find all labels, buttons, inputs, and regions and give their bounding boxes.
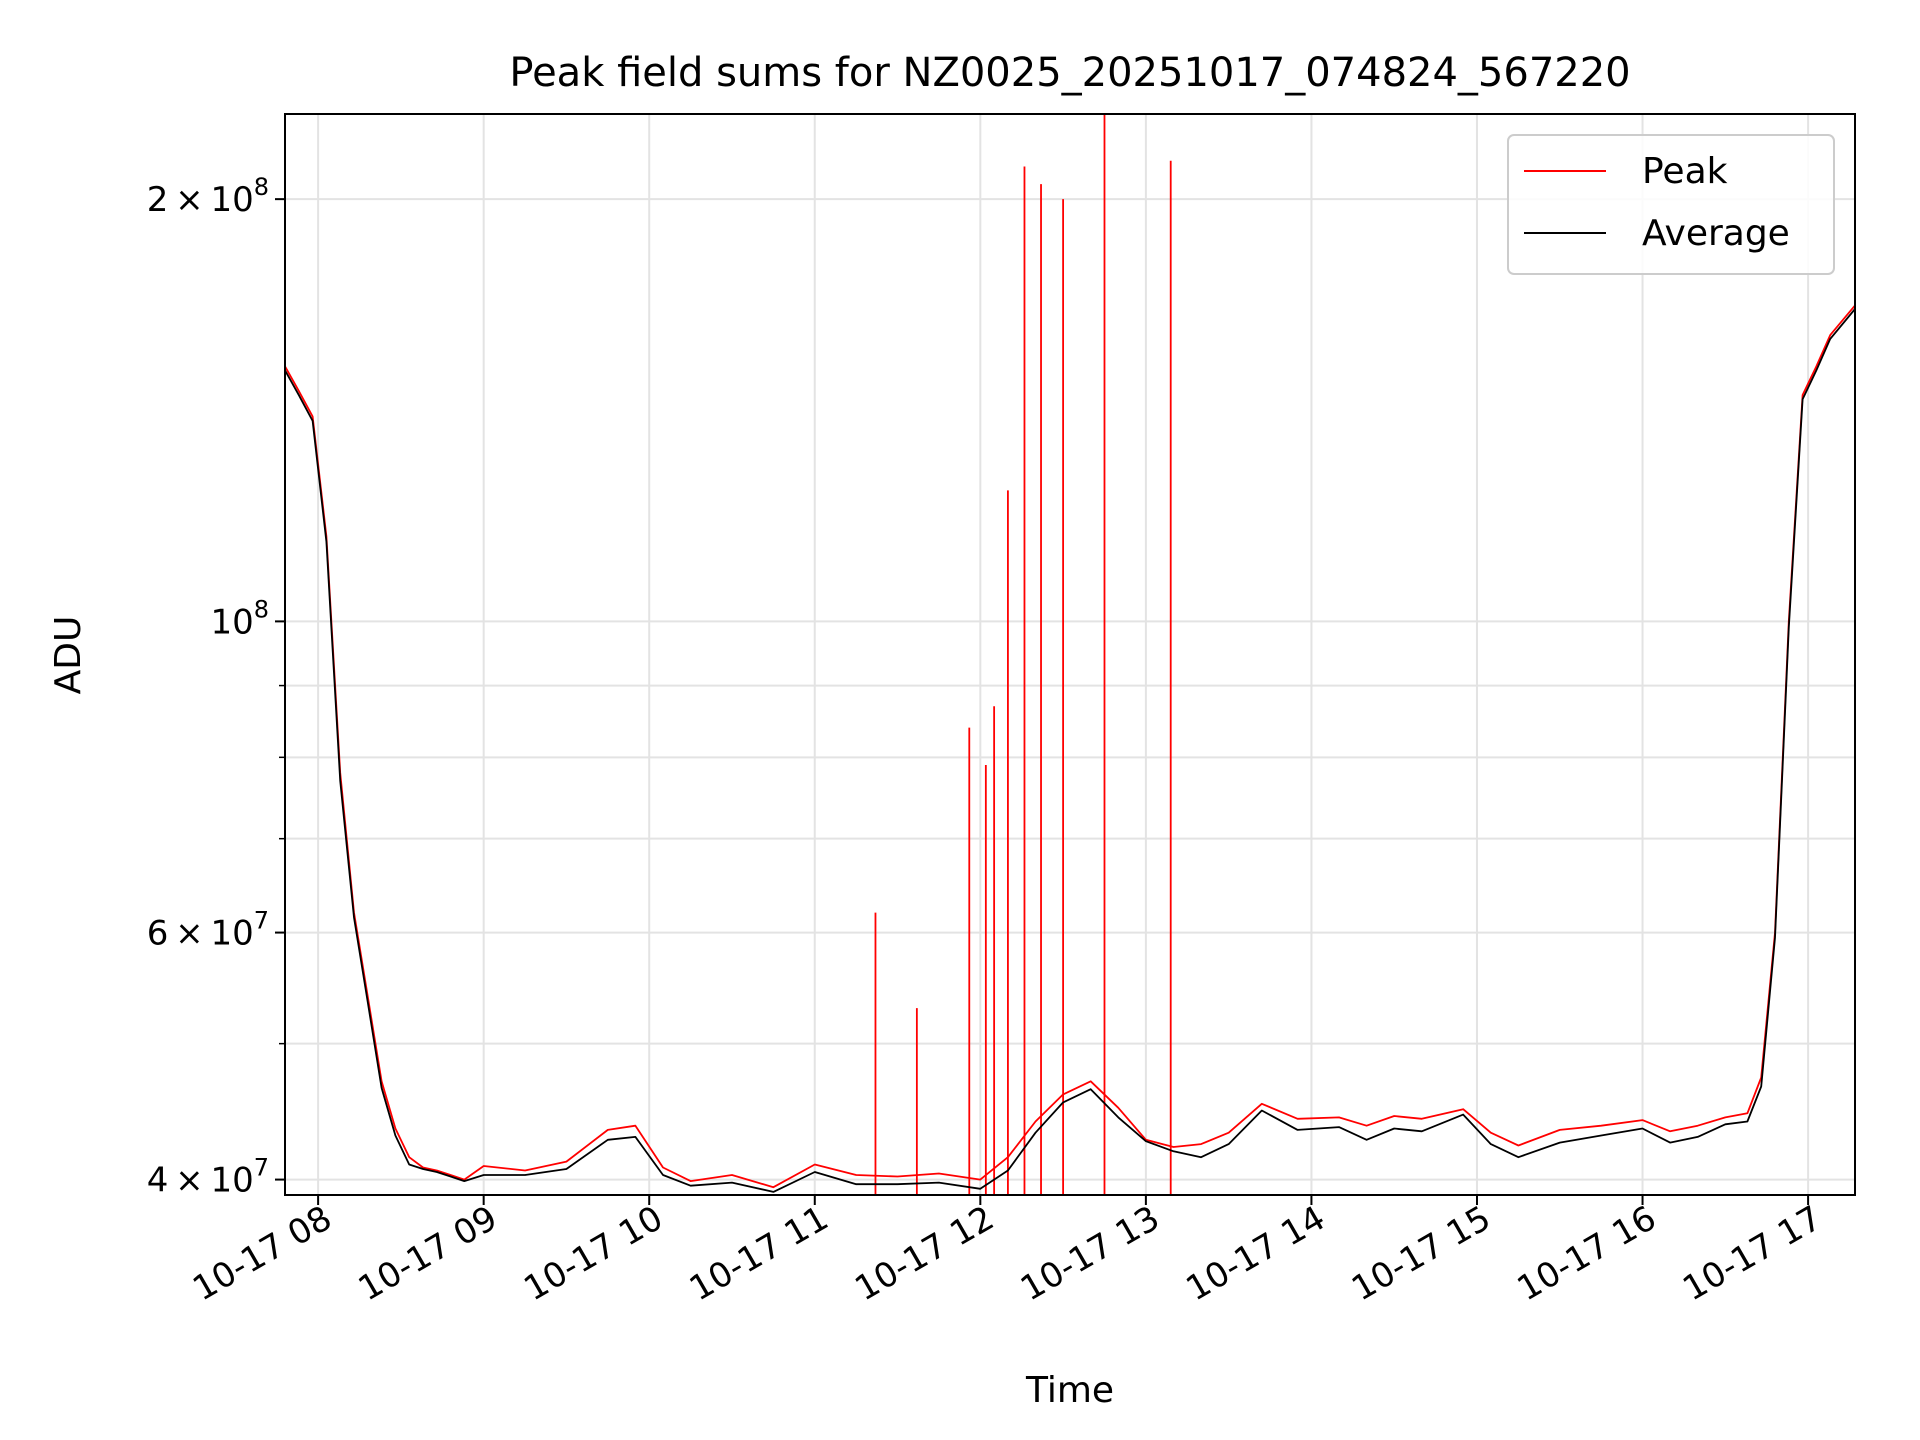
chart-title: Peak field sums for NZ0025_20251017_0748… (509, 50, 1630, 96)
series-line-peak (284, 304, 1856, 1189)
legend-box (1507, 134, 1835, 275)
series-line-average (284, 308, 1856, 1193)
series-layer (284, 114, 1856, 1195)
legend-label-average: Average (1642, 213, 1790, 254)
y-tick-label: 6 × 107 (147, 907, 269, 954)
grid (285, 114, 1855, 1195)
y-axis-label: ADU (48, 616, 89, 695)
y-tick-label: 2 × 108 (147, 173, 269, 220)
plot-frame (284, 113, 1856, 1196)
legend: Peak Average (1507, 134, 1835, 275)
y-tick-label: 4 × 107 (147, 1154, 269, 1201)
legend-label-peak: Peak (1642, 151, 1728, 192)
y-tick-label: 108 (210, 595, 269, 642)
x-axis-label: Time (1025, 1370, 1114, 1411)
y-axis: 4 × 107 6 × 107 108 2 × 108 (147, 173, 285, 1201)
